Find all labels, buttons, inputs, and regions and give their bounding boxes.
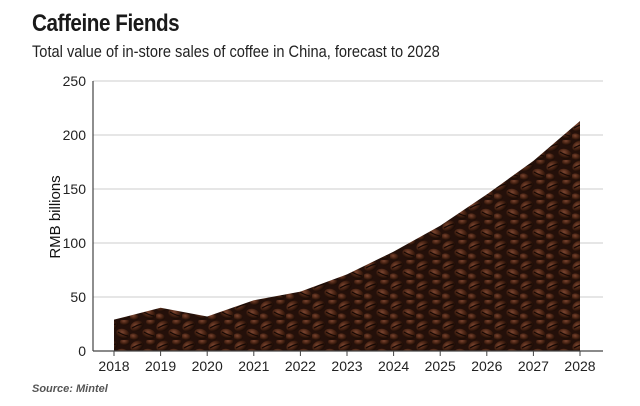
area-layer — [114, 120, 580, 352]
series-area — [114, 120, 580, 352]
y-tick-label: 0 — [78, 343, 86, 359]
x-tick-label: 2027 — [518, 358, 549, 374]
x-tick-label: 2022 — [285, 358, 316, 374]
y-tick-labels: 0 50 100 150 200 250 — [63, 73, 87, 359]
y-tick-label: 100 — [63, 235, 87, 251]
x-tick-label: 2020 — [192, 358, 223, 374]
source-note: Source: Mintel — [32, 383, 108, 395]
axes — [92, 81, 603, 356]
x-tick-label: 2019 — [145, 358, 176, 374]
chart-subtitle: Total value of in-store sales of coffee … — [32, 42, 440, 61]
x-tick-label: 2028 — [564, 358, 595, 374]
chart-title: Caffeine Fiends — [32, 10, 180, 37]
y-axis-label: RMB billions — [47, 175, 64, 258]
x-tick-labels: 2018 2019 2020 2021 2022 2023 2024 2025 2026 2027… — [98, 358, 595, 374]
y-tick-label: 200 — [63, 127, 87, 143]
y-tick-label: 250 — [63, 73, 87, 89]
x-tick-label: 2025 — [425, 358, 456, 374]
x-tick-label: 2023 — [331, 358, 362, 374]
x-tick-label: 2018 — [98, 358, 129, 374]
y-tick-label: 50 — [70, 289, 86, 305]
x-tick-label: 2024 — [378, 358, 409, 374]
y-tick-label: 150 — [63, 181, 87, 197]
x-tick-label: 2026 — [471, 358, 502, 374]
x-tick-label: 2021 — [238, 358, 269, 374]
